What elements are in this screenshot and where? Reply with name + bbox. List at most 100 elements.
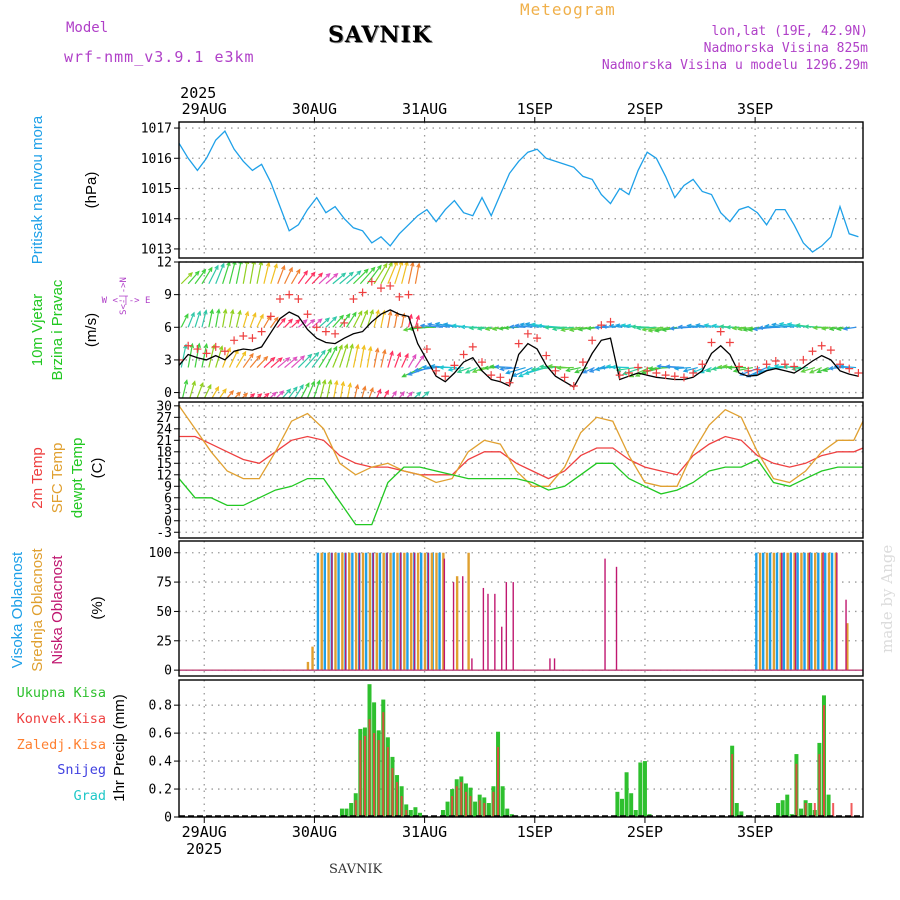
wind-gust-marker [496, 373, 505, 382]
wind-arrowhead [310, 380, 316, 386]
wind-arrow [189, 381, 196, 398]
cloud-bar [311, 646, 314, 671]
precip-bar [822, 705, 825, 817]
wind-arrowhead [252, 311, 257, 318]
wind-arrowhead [349, 343, 354, 349]
wind-arrowhead [249, 352, 254, 358]
precip-bar [826, 794, 831, 817]
wind-arrowhead [764, 323, 770, 329]
coordinates: lon,lat (19E, 42.9N) [711, 24, 868, 39]
wind-gust-marker [239, 331, 248, 340]
y-tick-label: 0.8 [149, 699, 172, 714]
wind-arrow [465, 366, 478, 374]
wind-arrowhead [347, 382, 352, 388]
wind-arrow [373, 263, 388, 285]
top-day-label: 30AUG [292, 100, 337, 118]
wind-arrow [249, 355, 261, 368]
pressure-axis-label: Pritisak na nivou mora [29, 115, 46, 264]
wind-arrow [235, 351, 247, 368]
precip-bar [405, 810, 408, 817]
wind-arrow [235, 310, 241, 328]
wind-arrowhead [307, 353, 313, 359]
wind-arrow [380, 310, 386, 328]
wind-arrowhead [786, 322, 793, 327]
wind-arrow [318, 348, 332, 368]
wind-arrowhead [664, 364, 671, 369]
wind-arrow [263, 357, 275, 368]
wind-gust-marker [762, 360, 771, 369]
cloud-bar [827, 552, 831, 671]
wind-arrowhead [277, 357, 283, 362]
cloud-bar [823, 552, 827, 671]
cloud-bar [416, 552, 420, 671]
wind-gust-marker [459, 350, 468, 359]
wind-arrow [187, 271, 200, 285]
wind-arrowhead [327, 347, 332, 353]
wind-gust-marker [477, 358, 486, 367]
wind-arrow [304, 319, 315, 328]
wind-arrowhead [605, 364, 611, 369]
wind-arrowhead [773, 363, 780, 369]
wind-arrow [583, 366, 595, 374]
y-tick-label: 12 [156, 468, 172, 483]
wind-gust-marker [184, 341, 193, 350]
wind-arrowhead [241, 350, 247, 357]
wind-arrowhead [519, 322, 525, 327]
wind-arrow [387, 311, 392, 328]
precip-bar [478, 800, 481, 817]
cloud-bar [781, 552, 783, 671]
precip-legend-4: Grad [73, 788, 106, 804]
precip-bar [780, 800, 785, 817]
y-tick-label: -3 [156, 526, 172, 541]
wind-arrow [617, 366, 636, 371]
wind-gust-marker [780, 360, 789, 369]
precip-bar [785, 794, 790, 817]
wind-arrow [319, 380, 326, 398]
wind-arrowhead [271, 391, 277, 397]
wind-arrowhead [630, 324, 636, 330]
wind-gust-marker [294, 294, 303, 303]
wind-arrow [256, 314, 264, 328]
wind-gust-marker [179, 355, 183, 364]
wind-arrowhead [408, 313, 413, 319]
wind-arrowhead [285, 357, 291, 362]
wind-arrow [194, 343, 200, 368]
y-tick-label: 12 [156, 256, 172, 271]
wind-arrow [181, 380, 188, 398]
cloud-bar [413, 552, 416, 671]
y-tick-label: 24 [156, 422, 172, 437]
wind-arrowhead [333, 272, 339, 278]
precip-bar [795, 763, 798, 817]
wind-gust-marker [679, 373, 688, 382]
cloud-bar [386, 552, 388, 671]
y-tick-label: 1013 [141, 242, 172, 257]
wind-arrow [339, 344, 348, 368]
wind-gust-marker [817, 341, 826, 350]
wind-arrow [346, 312, 357, 328]
cloud-bar [354, 552, 358, 671]
cloud-bar [803, 552, 806, 671]
wind-arrowhead [244, 310, 250, 317]
wind-gust-marker [790, 362, 799, 371]
wind-gust-marker [331, 329, 340, 338]
wind-arrow [746, 366, 767, 378]
wind-arrowhead [377, 264, 382, 270]
wind-arrow [228, 262, 236, 284]
cloud-bar [320, 552, 323, 671]
wind-gust-marker [220, 347, 229, 356]
wind-gust-marker [386, 281, 395, 290]
wind-gust-marker [367, 277, 376, 286]
cloud-bar [423, 552, 427, 671]
wind-arrowhead [514, 323, 520, 329]
cloud-bar [830, 552, 834, 671]
wind-arrowhead [317, 318, 323, 324]
wind-arrowhead [236, 391, 242, 397]
wind-arrow [263, 262, 270, 284]
wind-arrowhead [250, 393, 256, 398]
wind-gust-marker [441, 372, 450, 381]
wind-arrowhead [673, 366, 679, 371]
wind-arrow [235, 262, 242, 284]
wind-gust-marker [578, 358, 587, 367]
wind-arrow [759, 326, 781, 329]
wind-arrowhead [536, 323, 543, 329]
